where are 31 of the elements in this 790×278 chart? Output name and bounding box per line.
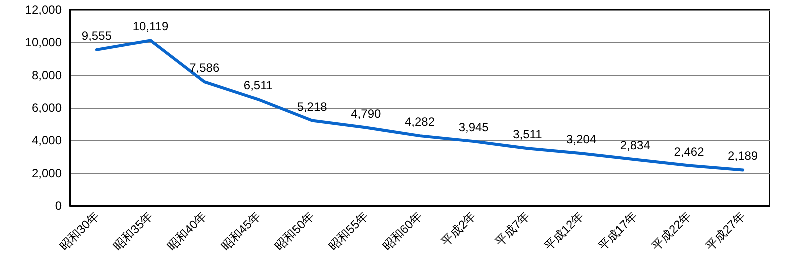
x-tick-label: 平成17年 bbox=[596, 209, 640, 254]
data-label: 6,511 bbox=[244, 78, 274, 93]
data-label: 2,462 bbox=[674, 144, 705, 159]
x-tick-label: 平成22年 bbox=[649, 209, 694, 254]
data-label: 9,555 bbox=[82, 28, 112, 43]
data-label: 3,204 bbox=[566, 132, 597, 147]
data-label: 4,790 bbox=[351, 106, 382, 121]
y-tick-label: 6,000 bbox=[32, 101, 62, 115]
x-tick-label: 平成27年 bbox=[703, 209, 748, 254]
x-tick-label: 昭和35年 bbox=[110, 209, 156, 254]
data-label: 5,218 bbox=[297, 100, 328, 114]
data-label: 10,119 bbox=[132, 20, 169, 34]
y-tick-label: 4,000 bbox=[32, 134, 62, 148]
y-tick-label: 2,000 bbox=[32, 166, 62, 180]
y-tick-label: 8,000 bbox=[32, 68, 62, 82]
x-tick-label: 平成7年 bbox=[492, 209, 533, 250]
x-tick-label: 平成2年 bbox=[438, 209, 479, 250]
data-label: 3,511 bbox=[513, 128, 543, 142]
x-tick-label: 昭和45年 bbox=[218, 209, 264, 254]
x-tick-label: 昭和50年 bbox=[272, 209, 318, 254]
data-label: 2,834 bbox=[620, 138, 651, 153]
x-tick-label: 昭和60年 bbox=[380, 209, 425, 254]
data-label: 3,945 bbox=[458, 120, 490, 135]
y-tick-label: 12,000 bbox=[25, 3, 62, 17]
data-label: 2,189 bbox=[728, 149, 758, 164]
x-tick-label: 昭和55年 bbox=[326, 209, 372, 254]
data-label: 7,586 bbox=[190, 61, 220, 76]
x-tick-label: 昭和40年 bbox=[164, 209, 210, 254]
y-tick-label: 10,000 bbox=[25, 36, 62, 50]
x-tick-label: 平成12年 bbox=[542, 209, 586, 254]
data-label: 4,282 bbox=[404, 115, 436, 130]
